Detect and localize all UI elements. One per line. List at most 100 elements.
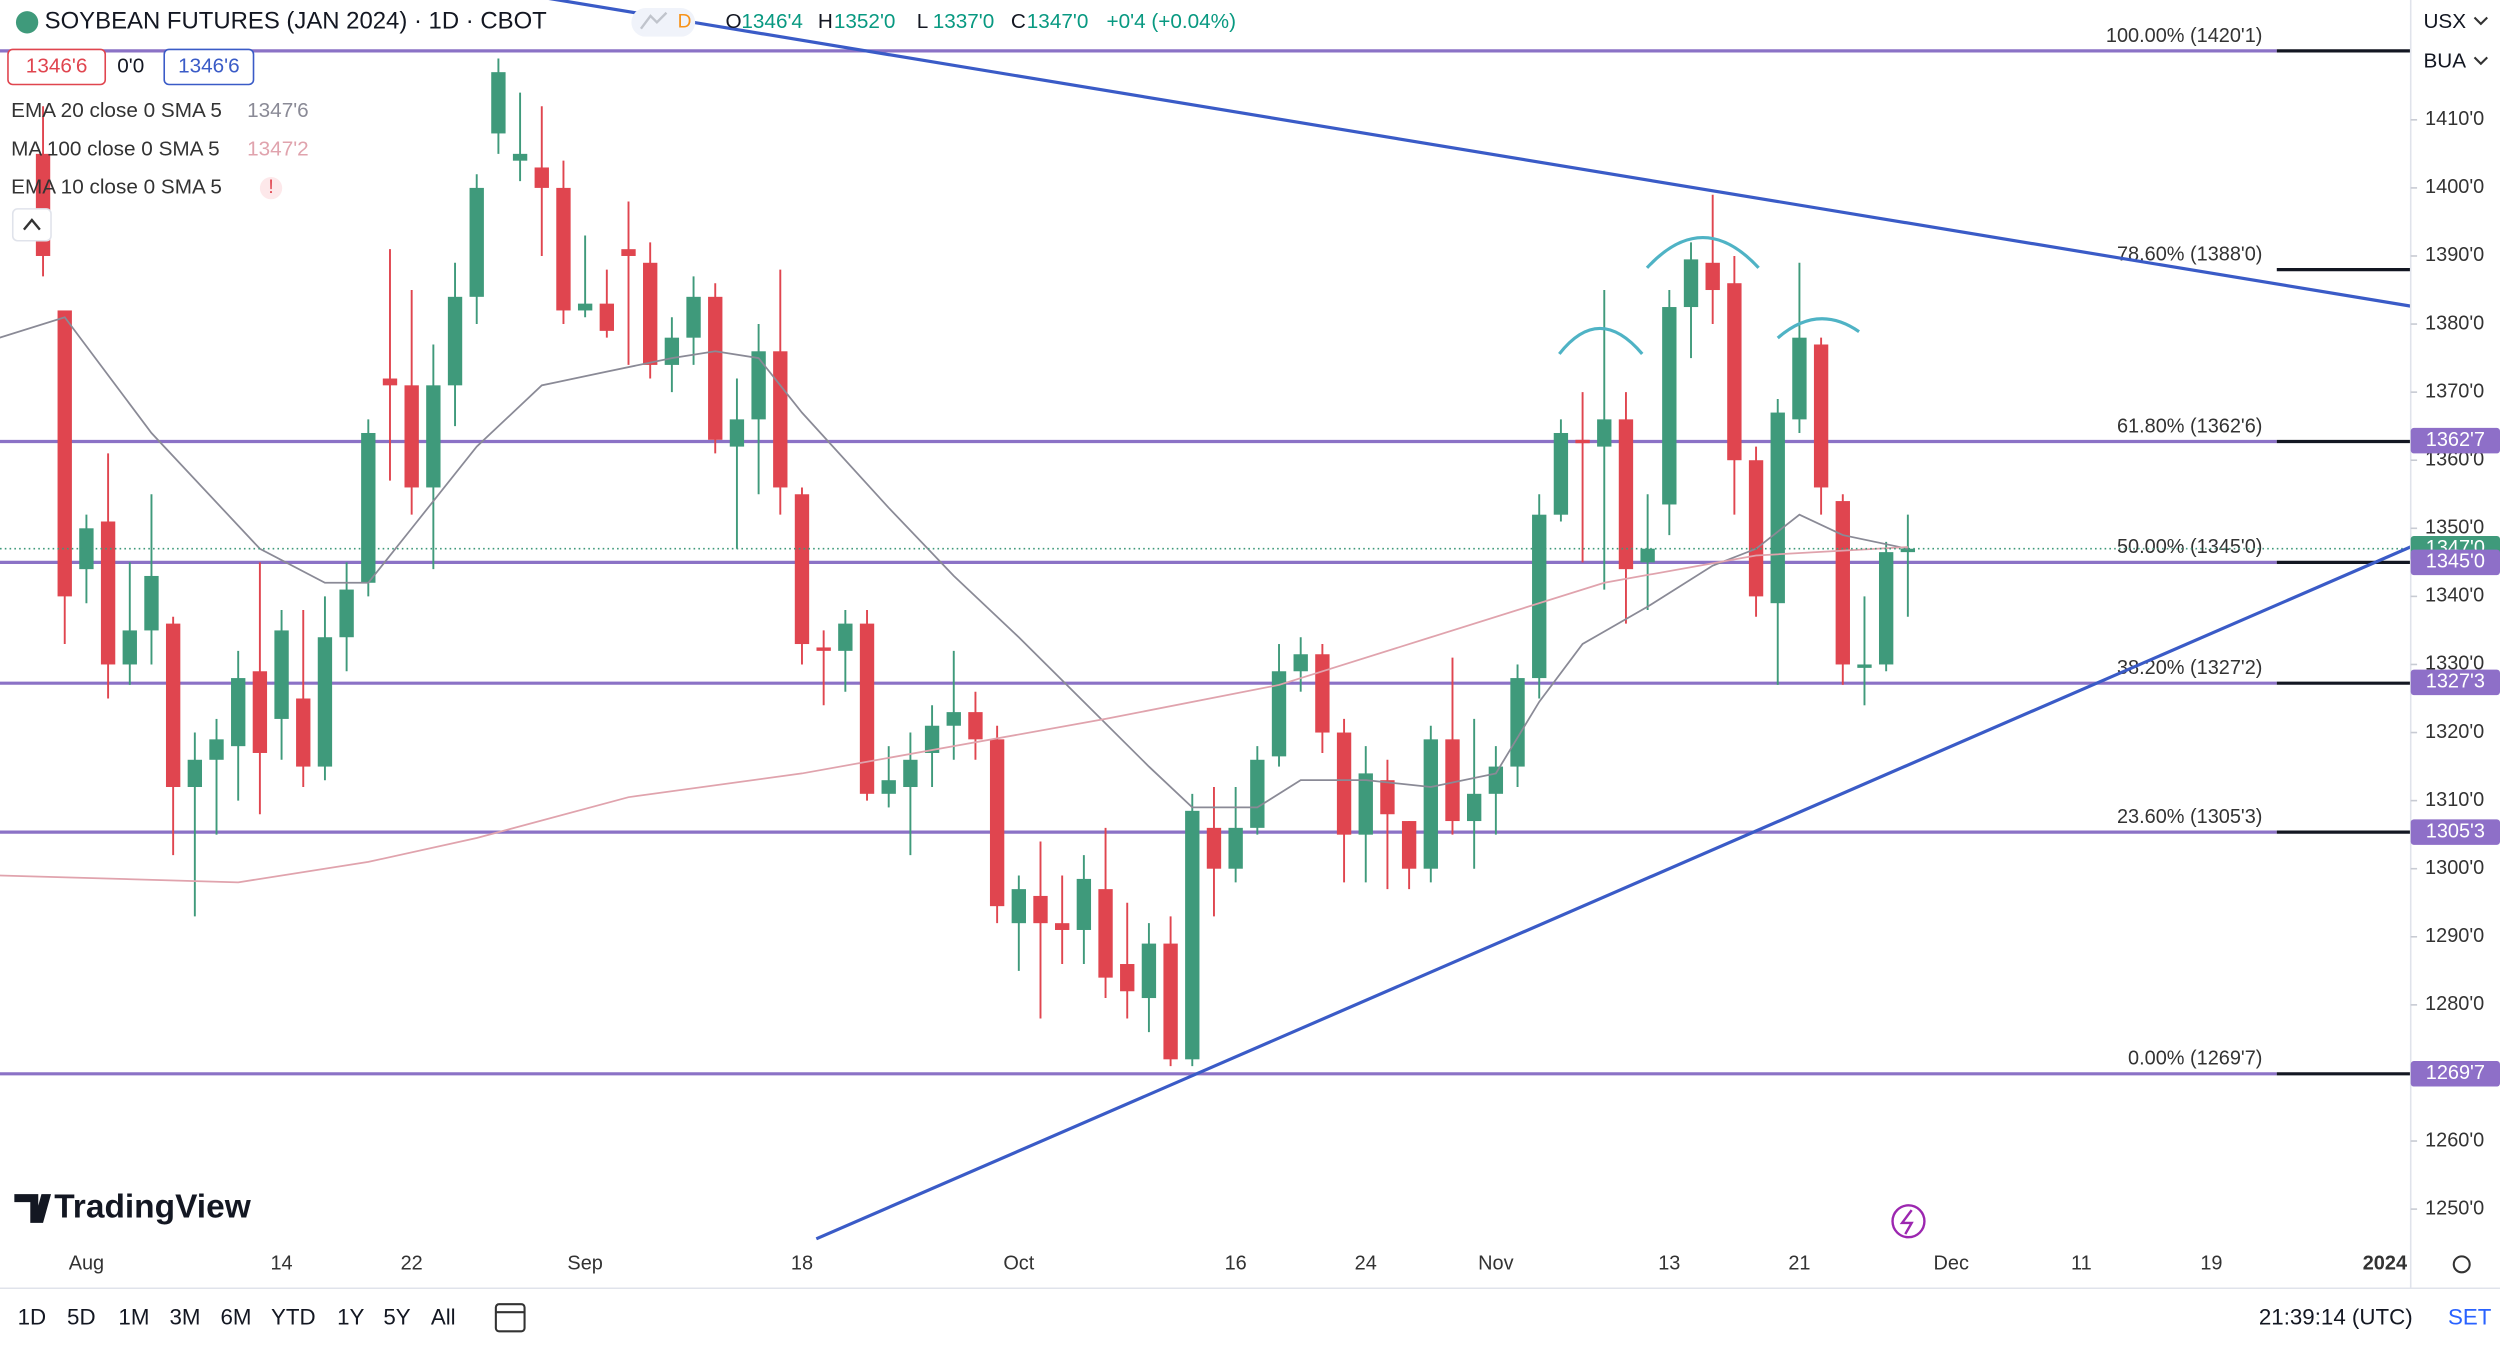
price-badge <box>2410 669 2500 696</box>
collapse-icon[interactable] <box>22 218 41 231</box>
range-button[interactable]: 3M <box>169 1304 200 1329</box>
candle-body <box>816 647 831 651</box>
dropdown-icon[interactable] <box>2473 56 2488 66</box>
range-button[interactable]: 1D <box>18 1304 47 1329</box>
candle-body <box>577 303 593 311</box>
candle-body <box>122 630 137 665</box>
candle-body <box>1510 678 1525 767</box>
flash-bolt[interactable] <box>1899 1209 1914 1235</box>
candle-body <box>1466 793 1482 822</box>
candle-body <box>1315 654 1330 733</box>
candle-body <box>144 575 159 631</box>
plot <box>0 58 2411 1067</box>
candle-body <box>599 303 614 331</box>
axes: 1250'01260'01270'01280'01290'01300'01310… <box>0 0 2500 1290</box>
legend-value: 1347'6 <box>247 99 309 122</box>
candle-body <box>1900 548 1916 553</box>
x-tick-label: 19 <box>2200 1253 2222 1275</box>
y-tick-label: 1260'0 <box>2425 1129 2484 1151</box>
x-tick-label: Sep <box>567 1253 602 1275</box>
x-tick-label: 14 <box>270 1253 292 1275</box>
candle-body <box>859 623 875 794</box>
candle-body <box>1857 664 1872 668</box>
status-pill <box>631 7 696 37</box>
range-button[interactable]: 6M <box>220 1304 251 1329</box>
price-badge <box>2410 819 2500 845</box>
buy-price[interactable]: 1346'6 <box>178 54 240 77</box>
legend-name: EMA 10 close 0 SMA 5 <box>11 176 222 199</box>
candle-body <box>1445 739 1460 822</box>
candle-body <box>621 249 636 256</box>
range-button[interactable]: All <box>431 1304 456 1329</box>
candle-body <box>1185 810 1200 1060</box>
status-icon <box>639 11 668 30</box>
y-tick-label: 1310'0 <box>2425 789 2484 811</box>
candle-body <box>534 167 549 188</box>
price-badge-label: 1362'7 <box>2426 429 2485 451</box>
candle-body <box>1271 671 1287 757</box>
range-button[interactable]: YTD <box>271 1304 316 1329</box>
candle-body <box>1055 923 1070 930</box>
candle-body <box>1618 419 1634 570</box>
candle-body <box>664 337 680 365</box>
symbol-icon <box>15 11 39 34</box>
candle-body <box>556 187 571 311</box>
indicator-line <box>0 546 1908 884</box>
calendar-icon[interactable] <box>494 1303 526 1333</box>
sell-button[interactable] <box>7 48 107 86</box>
range-button[interactable]: 1M <box>118 1304 149 1329</box>
ohlc-key: C <box>1011 10 1026 33</box>
ui: SOYBEAN FUTURES (JAN 2024) · 1D · CBOT D… <box>7 7 2492 1333</box>
candle-body <box>1033 895 1048 924</box>
legend-warning <box>259 176 283 200</box>
price-badge-label: 1327'3 <box>2426 671 2485 693</box>
candle-body <box>317 637 333 767</box>
legend-name: MA 100 close 0 SMA 5 <box>11 137 219 160</box>
x-tick-label: 18 <box>791 1253 813 1275</box>
dropdown-icon[interactable] <box>2473 16 2488 26</box>
pattern-arc <box>1645 236 1760 269</box>
currency[interactable]: USX <box>2423 10 2466 33</box>
x-tick-label: 24 <box>1355 1253 1377 1275</box>
price-badge <box>2410 549 2500 576</box>
fib-label: 50.00% (1345'0) <box>2117 536 2262 558</box>
range-button[interactable]: 5Y <box>383 1304 410 1329</box>
candle-body <box>187 759 203 788</box>
y-tick-label: 1350'0 <box>2425 517 2484 539</box>
candle-body <box>1011 889 1026 924</box>
candle-body <box>1076 878 1092 930</box>
range-button[interactable]: 1Y <box>337 1304 364 1329</box>
sell-price[interactable]: 1346'6 <box>26 54 88 77</box>
ohlc-key: H <box>818 10 833 33</box>
scale-button[interactable]: SET <box>2448 1304 2492 1329</box>
pattern-arc <box>1558 327 1644 355</box>
range-button[interactable]: 5D <box>67 1304 96 1329</box>
candle-body <box>1835 501 1850 665</box>
y-tick-label: 1250'0 <box>2425 1197 2484 1219</box>
candle-body <box>708 296 723 440</box>
unit[interactable]: BUA <box>2423 50 2466 73</box>
legend-name: EMA 20 close 0 SMA 5 <box>11 99 222 122</box>
candle-body <box>1250 759 1265 828</box>
candle-body <box>57 310 72 597</box>
buy-button[interactable] <box>163 48 255 86</box>
candle-body <box>274 630 289 719</box>
y-tick-label: 1340'0 <box>2425 585 2484 607</box>
candle-body <box>1553 432 1569 515</box>
settings-icon[interactable] <box>2452 1255 2471 1274</box>
x-tick-label: 11 <box>2071 1253 2092 1275</box>
ohlc-value: 1337'0 <box>933 10 995 33</box>
clock: 21:39:14 (UTC) <box>2259 1304 2413 1329</box>
candle-body <box>1163 943 1178 1060</box>
x-tick-label: Nov <box>1478 1253 1513 1275</box>
candle-body <box>1228 827 1243 869</box>
candle-body <box>361 432 376 583</box>
candle-body <box>1813 344 1829 488</box>
x-tick-label: 16 <box>1225 1253 1247 1275</box>
collapse-button[interactable] <box>11 208 52 242</box>
flash-icon[interactable] <box>1891 1204 1926 1239</box>
candle-body <box>643 262 658 365</box>
candle-body <box>1748 460 1764 597</box>
candle-body <box>1336 732 1352 835</box>
